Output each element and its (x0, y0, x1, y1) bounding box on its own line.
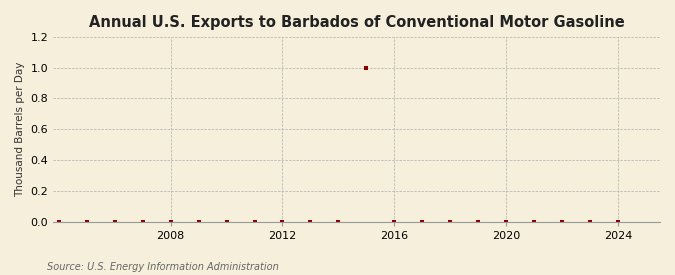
Text: Source: U.S. Energy Information Administration: Source: U.S. Energy Information Administ… (47, 262, 279, 272)
Y-axis label: Thousand Barrels per Day: Thousand Barrels per Day (15, 62, 25, 197)
Title: Annual U.S. Exports to Barbados of Conventional Motor Gasoline: Annual U.S. Exports to Barbados of Conve… (88, 15, 624, 30)
